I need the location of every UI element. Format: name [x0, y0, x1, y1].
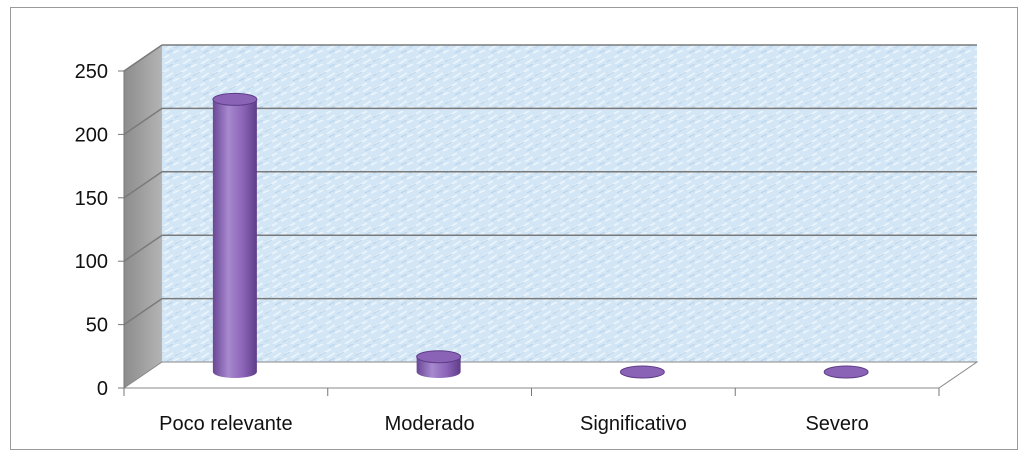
y-tick-label: 150 [75, 188, 108, 210]
gridline-side [123, 44, 163, 72]
bar-top [619, 365, 665, 379]
y-tick-label: 200 [75, 124, 108, 146]
category-label: Poco relevante [159, 413, 292, 435]
category-label: Severo [805, 413, 868, 435]
bar-top [416, 350, 462, 364]
y-tick-label: 100 [75, 251, 108, 273]
y-axis: 0 50 100 150 200 250 [75, 61, 125, 400]
bar [619, 365, 665, 379]
bar [823, 365, 869, 379]
gridline-side [123, 297, 163, 326]
gridline-side [123, 234, 163, 262]
gridline-side [123, 107, 163, 136]
bar [416, 350, 462, 378]
y-tick-label: 250 [75, 61, 108, 83]
bars [212, 92, 869, 379]
floor [122, 361, 979, 389]
side-wall [124, 45, 162, 388]
y-tick-label: 50 [86, 315, 108, 337]
bar [212, 92, 258, 378]
bar-body [212, 99, 257, 378]
x-axis [123, 388, 940, 396]
bar-top [212, 92, 258, 106]
category-label: Significativo [580, 413, 687, 435]
gridline-side [123, 171, 163, 199]
back-wall [162, 45, 977, 362]
category-labels: Poco relevante Moderado Significativo Sever… [159, 413, 869, 435]
gridlines [123, 44, 977, 326]
chart-frame: 0 50 100 150 200 250 Poco relevante Moderado Si… [10, 7, 1018, 450]
bar-top [823, 365, 869, 379]
y-tick-label: 0 [97, 378, 108, 400]
category-label: Moderado [385, 413, 475, 435]
bar-chart: 0 50 100 150 200 250 Poco relevante Moderado Si… [75, 44, 979, 435]
